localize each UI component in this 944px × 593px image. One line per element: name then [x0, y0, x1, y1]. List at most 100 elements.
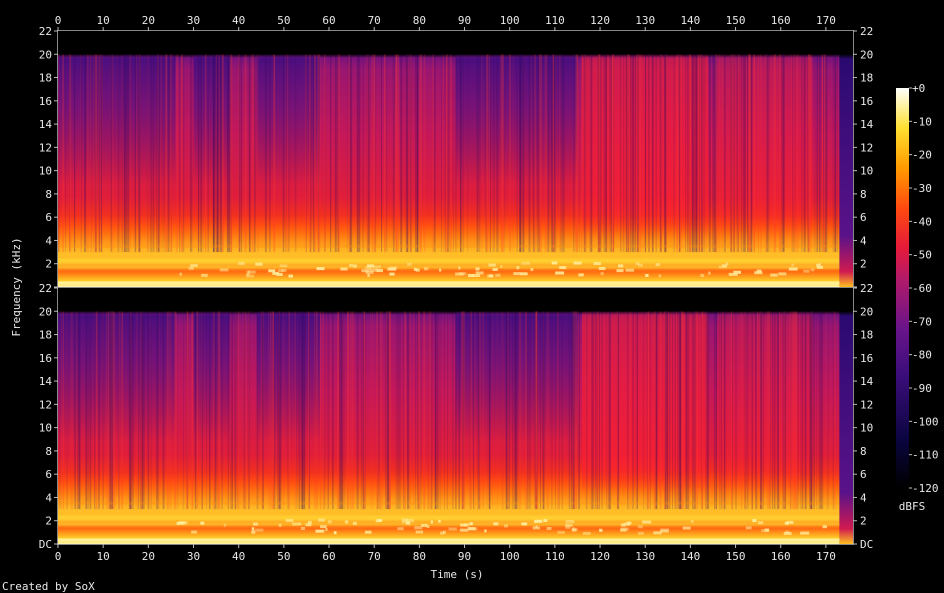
- striation: [219, 54, 222, 253]
- striation: [820, 311, 822, 510]
- striation: [744, 311, 746, 510]
- striation: [598, 54, 600, 253]
- striation: [132, 311, 134, 510]
- melody-blob: [467, 274, 475, 277]
- striation: [490, 54, 491, 253]
- striation: [632, 54, 634, 253]
- melody-blob: [364, 530, 372, 534]
- striation: [407, 54, 409, 253]
- melody-blob: [543, 519, 548, 522]
- striation: [778, 54, 780, 253]
- striation: [714, 54, 717, 253]
- striation: [810, 54, 812, 253]
- striation: [186, 311, 189, 510]
- x-axis-label: Time (s): [431, 568, 484, 581]
- spectrogram-channels: [58, 31, 853, 544]
- x-tick-label: 150: [726, 550, 746, 563]
- striation: [804, 54, 806, 253]
- striation: [719, 311, 721, 510]
- striation: [718, 54, 721, 253]
- striation: [641, 54, 643, 253]
- striation: [625, 54, 628, 253]
- striation: [434, 311, 436, 510]
- melody-blob: [778, 272, 787, 276]
- striation: [694, 311, 696, 510]
- striation: [698, 54, 701, 253]
- striation: [534, 54, 536, 253]
- striation: [481, 54, 483, 253]
- striation: [406, 54, 408, 253]
- melody-blob: [816, 263, 820, 267]
- striation: [809, 311, 811, 510]
- striation: [808, 54, 810, 253]
- striation: [583, 54, 586, 253]
- striation: [599, 54, 600, 253]
- bright-section: [581, 31, 709, 287]
- striation: [181, 54, 183, 253]
- striation: [395, 311, 397, 510]
- striation: [723, 311, 725, 510]
- striation: [191, 54, 193, 253]
- striation: [519, 54, 521, 253]
- y-tick-label: 4: [860, 491, 867, 504]
- striation: [318, 54, 321, 253]
- striation: [238, 54, 241, 253]
- striation: [759, 311, 762, 510]
- melody-blob: [285, 518, 294, 522]
- melody-blob: [272, 271, 279, 275]
- striation: [128, 311, 131, 510]
- striation: [226, 54, 228, 253]
- striation: [138, 311, 140, 510]
- striation: [416, 54, 418, 253]
- striation: [630, 54, 632, 253]
- striation: [230, 311, 232, 510]
- striation: [743, 54, 745, 253]
- striation: [542, 311, 544, 510]
- striation: [816, 311, 817, 510]
- striation: [70, 311, 73, 510]
- striation: [572, 311, 575, 510]
- striation: [375, 54, 377, 253]
- striation: [69, 54, 72, 253]
- striation: [598, 54, 600, 253]
- striation: [651, 54, 653, 253]
- y-tick-label: 20: [860, 305, 873, 318]
- striation: [827, 311, 829, 510]
- y-tick-label: 10: [39, 165, 52, 178]
- colorbar-gradient: [896, 88, 909, 488]
- striation: [637, 54, 639, 253]
- striation: [747, 54, 749, 253]
- x-tick-label: 150: [726, 14, 746, 27]
- striation: [751, 311, 753, 510]
- melody-blob: [653, 531, 662, 535]
- striation: [628, 54, 630, 253]
- striation: [121, 54, 123, 253]
- striation: [196, 311, 198, 510]
- striation: [664, 311, 665, 510]
- harmonic-band: [58, 255, 840, 259]
- striation: [679, 54, 680, 253]
- striation: [413, 311, 415, 510]
- striation: [820, 54, 822, 253]
- striation: [748, 54, 751, 253]
- harmonic-band: [58, 501, 840, 505]
- striation: [227, 54, 230, 253]
- striation: [462, 311, 464, 510]
- striation: [416, 54, 417, 253]
- striation: [149, 311, 151, 510]
- striation: [125, 54, 128, 253]
- striation: [691, 54, 694, 253]
- striation: [142, 311, 144, 510]
- x-tick-label: 60: [322, 14, 335, 27]
- striation: [423, 311, 425, 510]
- striation: [129, 311, 131, 510]
- striation: [692, 311, 694, 510]
- striation: [237, 311, 239, 510]
- dark-section: [256, 31, 320, 287]
- striation: [174, 311, 176, 510]
- striation: [715, 311, 717, 510]
- striation: [162, 54, 164, 253]
- striation: [111, 311, 114, 510]
- striation: [416, 54, 418, 253]
- colorbar-label: dBFS: [899, 500, 926, 513]
